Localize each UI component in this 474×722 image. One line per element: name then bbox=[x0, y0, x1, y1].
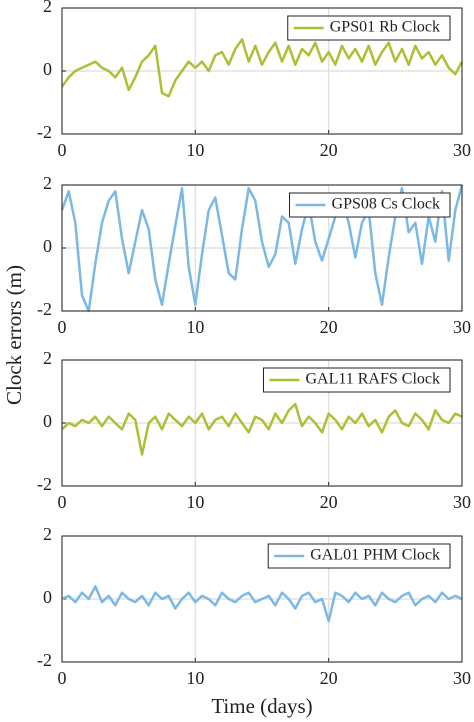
plot-frame bbox=[61, 535, 463, 663]
x-tick-label: 10 bbox=[186, 668, 204, 688]
y-tick-label: 2 bbox=[43, 348, 52, 368]
legend-label: GPS01 Rb Clock bbox=[330, 19, 440, 36]
y-axis-label: Clock errors (m) bbox=[2, 265, 26, 405]
y-tick-label: 2 bbox=[43, 0, 52, 16]
y-tick-label: 0 bbox=[43, 236, 52, 256]
legend-label: GAL11 RAFS Clock bbox=[305, 371, 440, 388]
legend-label: GAL01 PHM Clock bbox=[310, 547, 440, 564]
legend-label: GPS08 Cs Clock bbox=[332, 196, 440, 213]
x-tick-label: 10 bbox=[186, 492, 204, 512]
x-tick-label: 20 bbox=[320, 492, 338, 512]
x-tick-label: 0 bbox=[58, 317, 67, 337]
x-tick-label: 20 bbox=[320, 668, 338, 688]
legend: GAL01 PHM Clock bbox=[267, 543, 451, 569]
data-line bbox=[61, 585, 463, 623]
legend: GPS01 Rb Clock bbox=[287, 15, 451, 41]
x-tick-label: 20 bbox=[320, 140, 338, 160]
y-tick-label: -2 bbox=[37, 650, 52, 670]
data-line bbox=[60, 38, 464, 98]
legend: GPS08 Cs Clock bbox=[289, 192, 451, 218]
plot-frame bbox=[61, 359, 463, 487]
data-line bbox=[61, 402, 463, 456]
x-tick-label: 0 bbox=[58, 140, 67, 160]
y-tick-label: 0 bbox=[43, 411, 52, 431]
x-tick-label: 0 bbox=[58, 492, 67, 512]
y-tick-label: -2 bbox=[37, 122, 52, 142]
y-tick-label: 0 bbox=[43, 59, 52, 79]
x-tick-label: 30 bbox=[453, 492, 471, 512]
plot-frame bbox=[61, 7, 463, 135]
y-tick-label: -2 bbox=[37, 299, 52, 319]
y-tick-label: 2 bbox=[43, 524, 52, 544]
x-tick-label: 20 bbox=[320, 317, 338, 337]
x-tick-label: 30 bbox=[453, 317, 471, 337]
y-tick-label: -2 bbox=[37, 474, 52, 494]
x-tick-label: 10 bbox=[186, 140, 204, 160]
y-tick-label: 0 bbox=[43, 587, 52, 607]
x-tick-label: 10 bbox=[186, 317, 204, 337]
x-axis-label: Time (days) bbox=[211, 694, 312, 718]
x-tick-label: 30 bbox=[453, 140, 471, 160]
y-tick-label: 2 bbox=[43, 173, 52, 193]
plot-frame bbox=[61, 184, 463, 312]
x-tick-label: 0 bbox=[58, 668, 67, 688]
x-tick-label: 30 bbox=[453, 668, 471, 688]
legend: GAL11 RAFS Clock bbox=[262, 367, 451, 393]
